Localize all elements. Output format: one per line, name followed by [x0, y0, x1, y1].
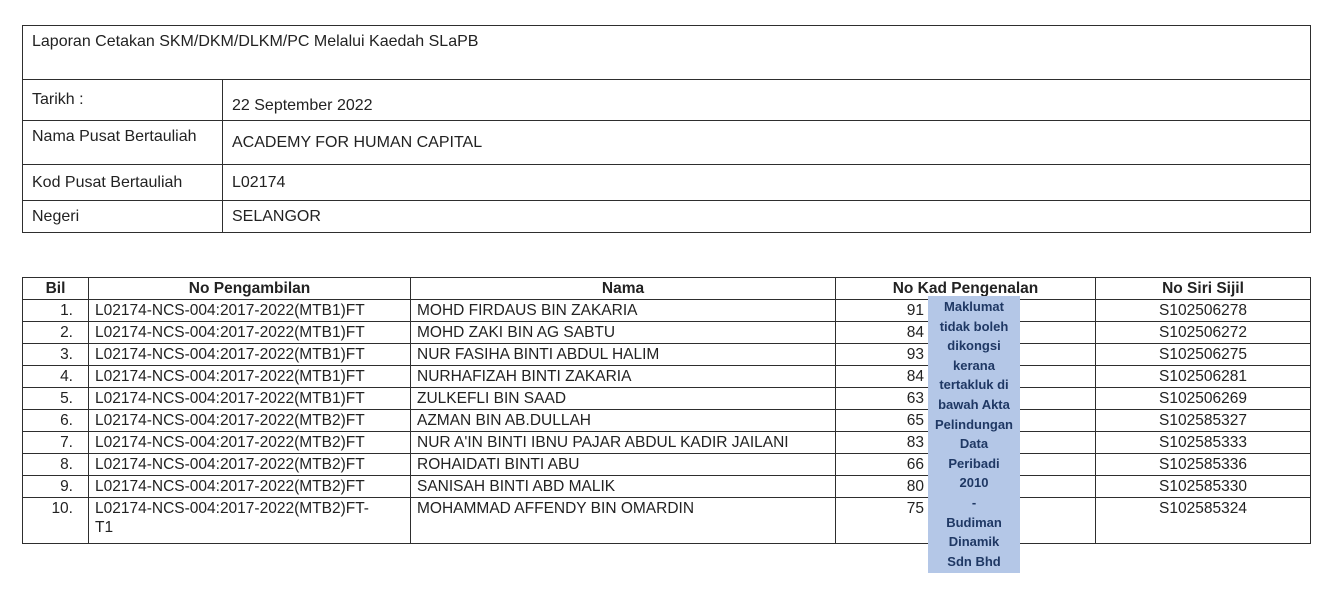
cell-no-kad-partial: 65	[906, 412, 924, 429]
cell-bil: 4.	[22, 365, 89, 388]
table-row: 2. L02174-NCS-004:2017-2022(MTB1)FT MOHD…	[22, 321, 1311, 344]
cell-no-pengambilan: L02174-NCS-004:2017-2022(MTB1)FT	[88, 343, 411, 366]
cell-bil: 9.	[22, 475, 89, 498]
cell-nama: MOHD FIRDAUS BIN ZAKARIA	[410, 299, 836, 322]
cell-nama: NURHAFIZAH BINTI ZAKARIA	[410, 365, 836, 388]
cell-no-siri-sijil: S102506278	[1095, 299, 1311, 322]
cell-no-pengambilan: L02174-NCS-004:2017-2022(MTB2)FT	[88, 431, 411, 454]
cell-bil: 3.	[22, 343, 89, 366]
cell-no-siri-sijil: S102506281	[1095, 365, 1311, 388]
table-row: 7. L02174-NCS-004:2017-2022(MTB2)FT NUR …	[22, 431, 1311, 454]
table-row: 4. L02174-NCS-004:2017-2022(MTB1)FT NURH…	[22, 365, 1311, 388]
column-header-no-siri-sijil: No Siri Sijil	[1095, 277, 1311, 300]
cell-no-pengambilan: L02174-NCS-004:2017-2022(MTB2)FT	[88, 475, 411, 498]
cell-no-siri-sijil: S102585336	[1095, 453, 1311, 476]
table-row: 9. L02174-NCS-004:2017-2022(MTB2)FT SANI…	[22, 475, 1311, 498]
report-title: Laporan Cetakan SKM/DKM/DLKM/PC Melalui …	[21, 25, 1312, 80]
cell-bil: 1.	[22, 299, 89, 322]
column-header-bil: Bil	[22, 277, 89, 300]
field-value-tarikh: 22 September 2022	[221, 79, 1312, 121]
cell-nama: SANISAH BINTI ABD MALIK	[410, 475, 836, 498]
cell-no-pengambilan: L02174-NCS-004:2017-2022(MTB2)FT	[88, 453, 411, 476]
column-header-nama: Nama	[410, 277, 836, 300]
cell-no-siri-sijil: S102585324	[1095, 497, 1311, 544]
cell-bil: 7.	[22, 431, 89, 454]
field-label-tarikh: Tarikh :	[22, 79, 223, 121]
cell-no-kad-partial: 93	[906, 346, 924, 363]
report-title-row: Laporan Cetakan SKM/DKM/DLKM/PC Melalui …	[21, 25, 1312, 80]
results-table: Bil No Pengambilan Nama No Kad Pengenala…	[22, 277, 1311, 544]
cell-no-siri-sijil: S102585330	[1095, 475, 1311, 498]
field-row-negeri: Negeri SELANGOR	[22, 200, 1312, 233]
cell-no-kad-partial: 66	[906, 456, 924, 473]
field-row-tarikh: Tarikh : 22 September 2022	[22, 79, 1312, 121]
cell-nama: AZMAN BIN AB.DULLAH	[410, 409, 836, 432]
cell-no-pengambilan: L02174-NCS-004:2017-2022(MTB1)FT	[88, 365, 411, 388]
field-label-nama-pusat: Nama Pusat Bertauliah	[22, 120, 223, 165]
cell-no-siri-sijil: S102506272	[1095, 321, 1311, 344]
cell-nama: MOHD ZAKI BIN AG SABTU	[410, 321, 836, 344]
field-value-kod-pusat: L02174	[221, 164, 1312, 201]
field-value-negeri: SELANGOR	[221, 200, 1312, 233]
cell-no-kad-partial: 83	[906, 434, 924, 451]
field-value-nama-pusat: ACADEMY FOR HUMAN CAPITAL	[221, 120, 1312, 165]
cell-no-siri-sijil: S102585327	[1095, 409, 1311, 432]
field-label-negeri: Negeri	[22, 200, 223, 233]
cell-no-siri-sijil: S102585333	[1095, 431, 1311, 454]
table-row: 8. L02174-NCS-004:2017-2022(MTB2)FT ROHA…	[22, 453, 1311, 476]
field-row-nama-pusat: Nama Pusat Bertauliah ACADEMY FOR HUMAN …	[22, 120, 1312, 165]
cell-no-kad-partial: 80	[906, 478, 924, 495]
cell-no-kad-partial: 63	[906, 390, 924, 407]
cell-no-kad-partial: 91	[906, 302, 924, 319]
table-row: 1. L02174-NCS-004:2017-2022(MTB1)FT MOHD…	[22, 299, 1311, 322]
privacy-overlay-note: Maklumat tidak boleh dikongsi kerana ter…	[928, 296, 1020, 573]
cell-bil: 8.	[22, 453, 89, 476]
cell-no-pengambilan: L02174-NCS-004:2017-2022(MTB1)FT	[88, 299, 411, 322]
report-header-table: Laporan Cetakan SKM/DKM/DLKM/PC Melalui …	[21, 25, 1312, 233]
cell-bil: 5.	[22, 387, 89, 410]
cell-nama: ZULKEFLI BIN SAAD	[410, 387, 836, 410]
results-header-row: Bil No Pengambilan Nama No Kad Pengenala…	[22, 277, 1311, 300]
table-row: 3. L02174-NCS-004:2017-2022(MTB1)FT NUR …	[22, 343, 1311, 366]
table-row: 10. L02174-NCS-004:2017-2022(MTB2)FT- T1…	[22, 497, 1311, 544]
cell-no-siri-sijil: S102506269	[1095, 387, 1311, 410]
table-row: 5. L02174-NCS-004:2017-2022(MTB1)FT ZULK…	[22, 387, 1311, 410]
cell-nama: NUR FASIHA BINTI ABDUL HALIM	[410, 343, 836, 366]
cell-nama: MOHAMMAD AFFENDY BIN OMARDIN	[410, 497, 836, 544]
cell-bil: 2.	[22, 321, 89, 344]
cell-no-pengambilan: L02174-NCS-004:2017-2022(MTB2)FT- T1	[88, 497, 411, 544]
cell-nama: NUR A'IN BINTI IBNU PAJAR ABDUL KADIR JA…	[410, 431, 836, 454]
cell-no-kad-partial: 84	[906, 324, 924, 341]
cell-no-siri-sijil: S102506275	[1095, 343, 1311, 366]
table-row: 6. L02174-NCS-004:2017-2022(MTB2)FT AZMA…	[22, 409, 1311, 432]
cell-no-kad-partial: 75	[906, 500, 924, 517]
cell-nama: ROHAIDATI BINTI ABU	[410, 453, 836, 476]
field-row-kod-pusat: Kod Pusat Bertauliah L02174	[22, 164, 1312, 201]
cell-no-pengambilan: L02174-NCS-004:2017-2022(MTB2)FT	[88, 409, 411, 432]
cell-no-kad-partial: 84	[906, 368, 924, 385]
cell-bil: 6.	[22, 409, 89, 432]
cell-no-pengambilan: L02174-NCS-004:2017-2022(MTB1)FT	[88, 387, 411, 410]
field-label-kod-pusat: Kod Pusat Bertauliah	[22, 164, 223, 201]
cell-no-pengambilan: L02174-NCS-004:2017-2022(MTB1)FT	[88, 321, 411, 344]
cell-bil: 10.	[22, 497, 89, 544]
column-header-no-pengambilan: No Pengambilan	[88, 277, 411, 300]
